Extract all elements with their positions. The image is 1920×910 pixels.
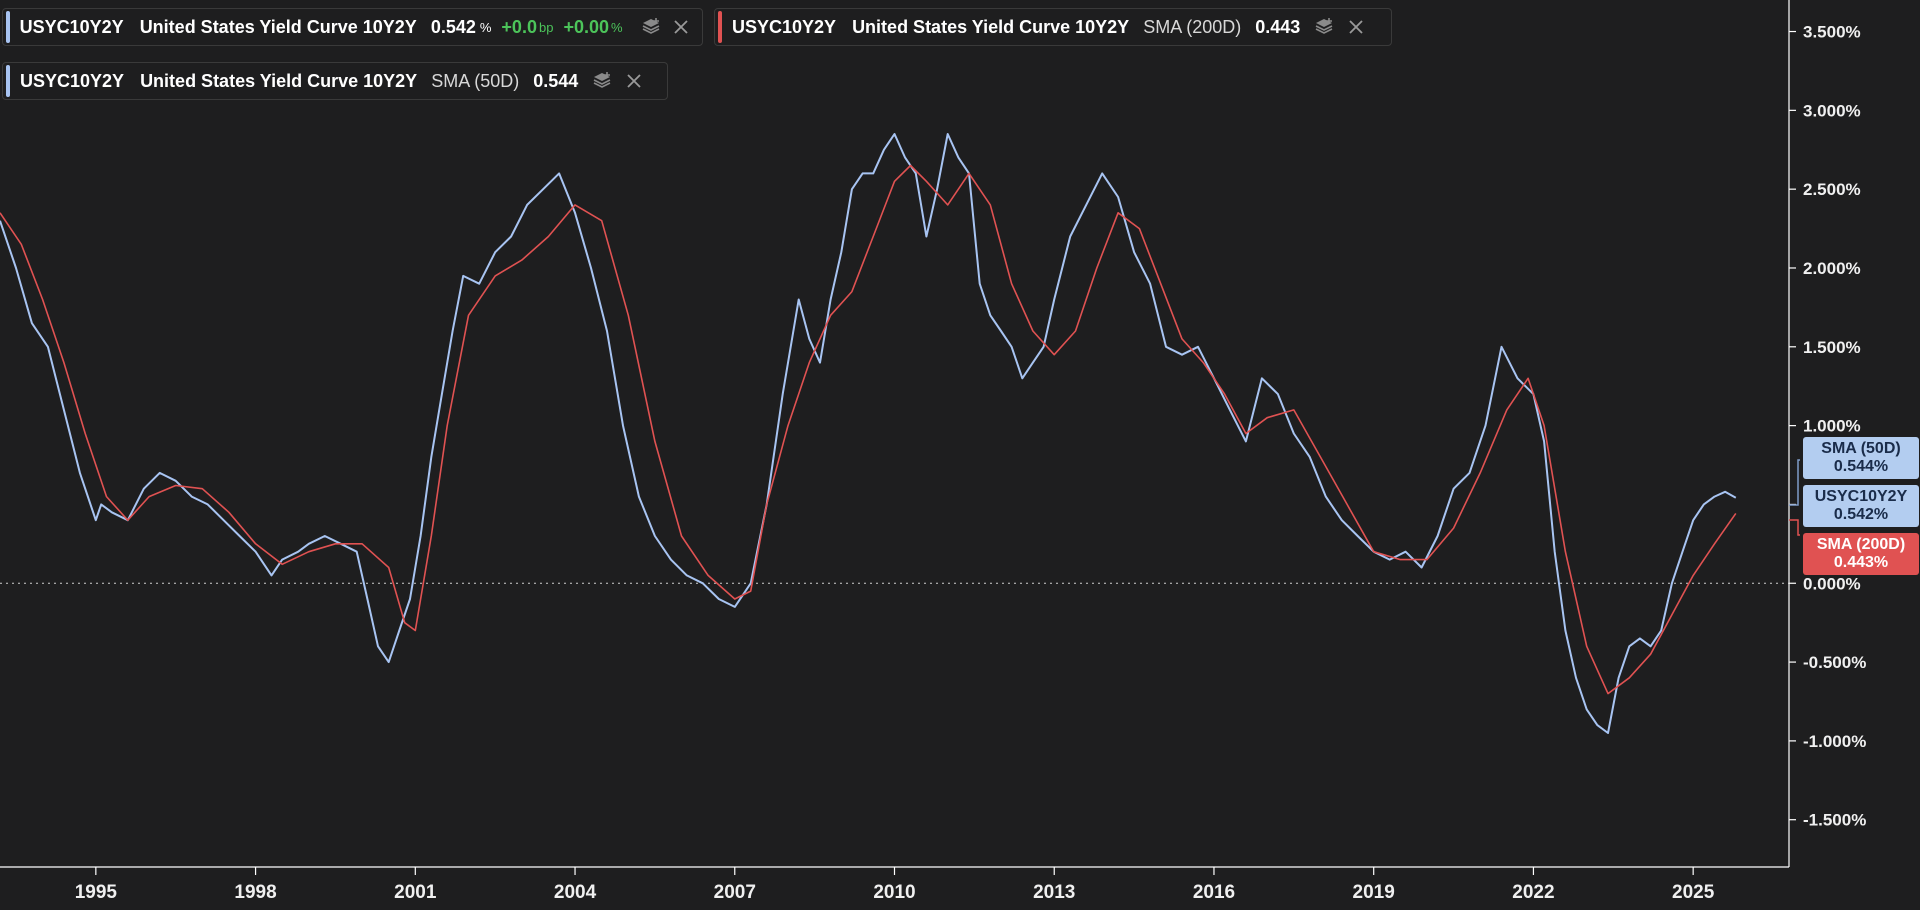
y-tick-label: 0.000%: [1803, 574, 1861, 593]
legend-main-series[interactable]: USYC10Y2Y United States Yield Curve 10Y2…: [2, 8, 703, 46]
legend-name: United States Yield Curve 10Y2Y: [139, 16, 417, 37]
tag-connector: [1789, 459, 1800, 506]
tag-label: USYC10Y2Y: [1814, 488, 1908, 505]
tag-label: SMA (50D): [1821, 440, 1901, 457]
x-tick-label: 2001: [394, 882, 437, 903]
y-tick-label: 3.500%: [1803, 23, 1861, 42]
x-tick-label: 2025: [1672, 882, 1715, 903]
y-tick-label: -1.000%: [1803, 732, 1866, 751]
legend-change-unit: bp: [538, 19, 554, 35]
close-icon[interactable]: [670, 15, 692, 39]
tag-value: 0.544%: [1833, 458, 1889, 475]
legend-sma50[interactable]: USYC10Y2Y United States Yield Curve 10Y2…: [2, 62, 668, 100]
legend-accent: [718, 11, 722, 43]
y-tick-label: -0.500%: [1803, 653, 1866, 672]
close-icon[interactable]: [1344, 15, 1368, 39]
legend-unit: %: [479, 19, 492, 35]
legend-change-pct: +0.00: [563, 16, 609, 37]
legend-ticker: USYC10Y2Y: [19, 16, 124, 37]
legend-ticker: USYC10Y2Y: [732, 16, 837, 37]
legend-accent: [6, 65, 10, 97]
tag-label: SMA (200D): [1816, 536, 1906, 553]
legend-value: 0.544: [533, 70, 579, 91]
x-tick-label: 1998: [234, 882, 276, 903]
x-tick-label: 2010: [873, 882, 915, 903]
legend-study: SMA (200D): [1143, 16, 1242, 37]
tag-value: 0.542%: [1833, 506, 1889, 523]
tag-connector-red: [1789, 519, 1800, 536]
y-tick-label: 3.000%: [1803, 101, 1861, 120]
price-tag-main: USYC10Y2Y 0.542%: [1803, 485, 1919, 527]
y-tick-label: 2.000%: [1803, 259, 1861, 278]
series-line-sma200: [0, 164, 1737, 695]
tag-value: 0.443%: [1833, 554, 1889, 571]
y-tick-label: 2.500%: [1803, 180, 1861, 199]
legend-value: 0.542: [430, 16, 476, 37]
x-tick-label: 2007: [714, 882, 756, 903]
legend-ticker: USYC10Y2Y: [20, 70, 125, 91]
legend-change-pct-unit: %: [610, 19, 623, 35]
y-tick-label: -1.500%: [1803, 811, 1866, 830]
x-tick-label: 2004: [554, 882, 597, 903]
x-tick-label: 2022: [1512, 882, 1554, 903]
layers-add-icon[interactable]: [590, 69, 614, 93]
legend-sma200[interactable]: USYC10Y2Y United States Yield Curve 10Y2…: [714, 8, 1392, 46]
x-tick-label: 1995: [75, 882, 118, 903]
layers-add-icon[interactable]: [1312, 15, 1336, 39]
layers-add-icon[interactable]: [641, 15, 663, 39]
legend-value: 0.443: [1255, 16, 1301, 37]
legend-change: +0.0: [501, 16, 537, 37]
price-tag-sma50: SMA (50D) 0.544%: [1803, 437, 1919, 479]
legend-name: United States Yield Curve 10Y2Y: [852, 16, 1130, 37]
series-line-main: [0, 133, 1737, 734]
y-tick-label: 1.000%: [1803, 417, 1861, 436]
x-tick-label: 2016: [1193, 882, 1235, 903]
y-tick-label: 1.500%: [1803, 338, 1861, 357]
close-icon[interactable]: [622, 69, 646, 93]
x-tick-label: 2013: [1033, 882, 1075, 903]
x-tick-label: 2019: [1353, 882, 1395, 903]
price-tag-sma200: SMA (200D) 0.443%: [1803, 533, 1919, 575]
legend-accent: [6, 11, 10, 43]
legend-study: SMA (50D): [431, 70, 520, 91]
legend-name: United States Yield Curve 10Y2Y: [140, 70, 418, 91]
